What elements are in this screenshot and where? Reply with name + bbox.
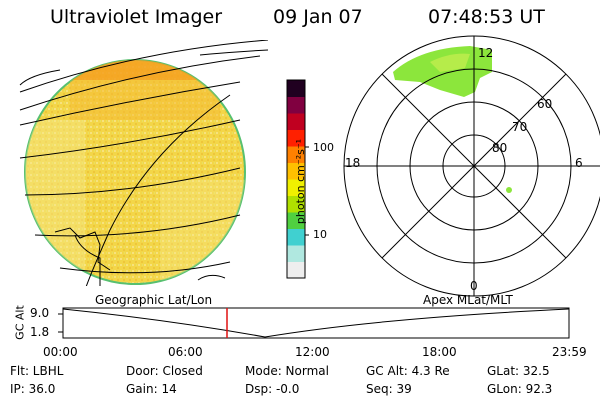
lat-label-70: 70 <box>512 120 528 134</box>
y-tick-bottom: 1.8 <box>30 325 50 339</box>
colorbar-tick-10: 10 <box>313 228 327 241</box>
coastline <box>54 227 111 271</box>
status-filter: Flt: LBHL <box>10 364 64 378</box>
colorbar-segment <box>287 162 305 180</box>
mlt-label-0: 0 <box>470 279 478 293</box>
colorbar-unit-label: photon cm⁻²s⁻¹ <box>294 138 308 225</box>
colorbar-segment <box>287 261 305 279</box>
right-coord-label: Apex MLat/MLT <box>423 293 513 307</box>
status-ip: IP: 36.0 <box>10 382 56 396</box>
y-axis-label: GC Alt <box>13 305 27 340</box>
geo-grid <box>19 40 268 286</box>
lat-label-80: 80 <box>492 141 508 155</box>
polar-plot <box>343 35 600 297</box>
colorbar-segment <box>287 179 305 196</box>
date-readout: 09 Jan 07 <box>273 6 363 28</box>
x-tick-1200: 12:00 <box>295 345 330 359</box>
x-tick-2359: 23:59 <box>552 345 587 359</box>
colorbar-segment <box>287 146 305 163</box>
colorbar-segment <box>287 96 305 114</box>
colorbar-segment <box>287 245 305 262</box>
colorbar-frame <box>286 79 306 279</box>
status-door: Door: Closed <box>126 364 203 378</box>
x-tick-0000: 00:00 <box>43 345 78 359</box>
earth-disk-image <box>24 59 246 285</box>
colorbar-segment <box>287 195 305 213</box>
x-tick-0600: 06:00 <box>168 345 203 359</box>
y-tick-top: 9.0 <box>30 306 50 320</box>
app-title: Ultraviolet Imager <box>50 6 223 28</box>
mlt-label-12: 12 <box>478 46 494 60</box>
time-readout: 07:48:53 UT <box>428 6 545 28</box>
status-dsp: Dsp: -0.0 <box>245 382 300 396</box>
colorbar-segment <box>287 80 305 97</box>
status-gain: Gain: 14 <box>126 382 177 396</box>
colorbar-tick-100: 100 <box>313 141 334 154</box>
status-mode: Mode: Normal <box>245 364 329 378</box>
colorbar-segment <box>287 129 305 147</box>
mlt-label-6: 6 <box>575 156 583 170</box>
x-tick-1800: 18:00 <box>422 345 457 359</box>
colorbar-segment <box>287 212 305 229</box>
colorbar <box>286 79 309 279</box>
status-glon: GLon: 92.3 <box>487 382 553 396</box>
status-glat: GLat: 32.5 <box>487 364 550 378</box>
status-gc-alt: GC Alt: 4.3 Re <box>366 364 450 378</box>
lat-label-60: 60 <box>537 97 553 111</box>
aurora-spot <box>506 187 512 193</box>
altitude-plot <box>58 307 570 339</box>
colorbar-segment <box>287 228 305 246</box>
colorbar-segment <box>287 113 305 130</box>
mlt-label-18: 18 <box>345 156 361 170</box>
status-seq: Seq: 39 <box>366 382 412 396</box>
coastline <box>197 274 226 281</box>
left-coord-label: Geographic Lat/Lon <box>95 293 213 307</box>
